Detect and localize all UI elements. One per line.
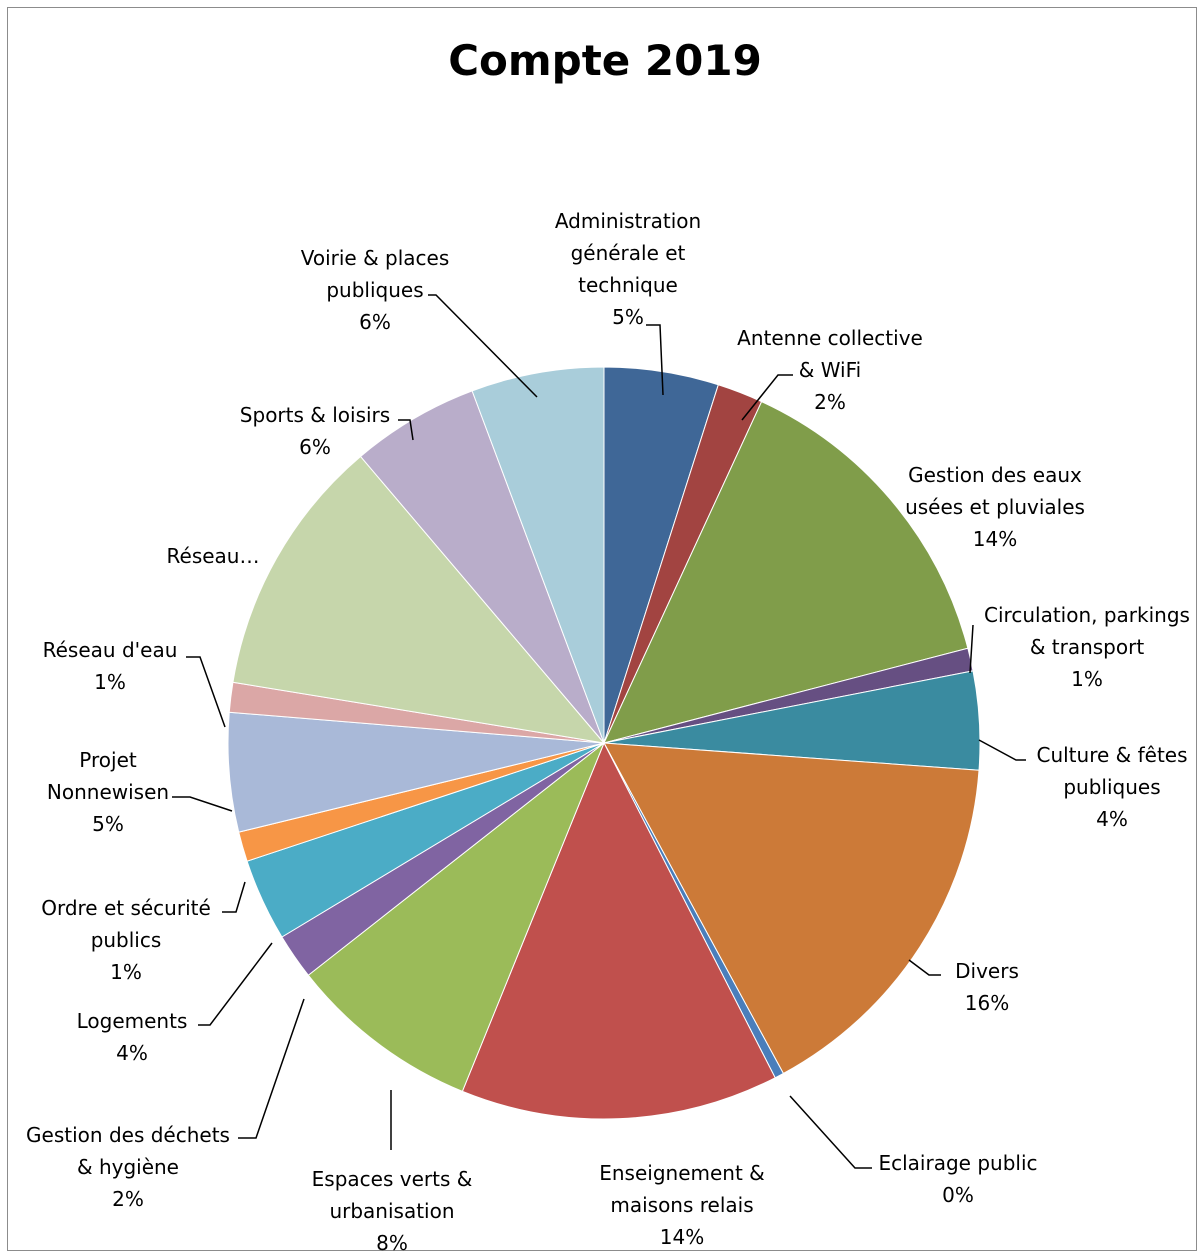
- slice-label: Ordre et sécurité publics 1%: [41, 896, 211, 984]
- slice-percent: 14%: [660, 1225, 704, 1249]
- chart-title: Compte 2019: [448, 36, 762, 85]
- slice-label: Divers 16%: [955, 959, 1019, 1015]
- slice-name: Divers: [955, 959, 1019, 983]
- slice-percent: 2%: [112, 1187, 144, 1211]
- slice-name: Réseau d'eau: [43, 638, 178, 662]
- slice-name: Antenne collective: [737, 326, 923, 350]
- leader-line: [198, 942, 273, 1026]
- slice-label: Réseau…: [167, 544, 260, 568]
- slice-name: publiques: [326, 278, 423, 302]
- slice-label: Voirie & places publiques 6%: [301, 246, 450, 334]
- slice-label: Eclairage public 0%: [878, 1151, 1037, 1207]
- slice-percent: 5%: [92, 812, 124, 836]
- slice-percent: 14%: [973, 527, 1017, 551]
- slice-percent: 6%: [299, 435, 331, 459]
- slice-name: générale et: [571, 241, 686, 265]
- slice-name: & hygiène: [77, 1155, 179, 1179]
- slice-name: publics: [91, 928, 162, 952]
- slice-name: Enseignement &: [599, 1161, 765, 1185]
- leader-line: [186, 656, 226, 728]
- slice-percent: 8%: [376, 1231, 408, 1254]
- leader-line: [908, 959, 941, 976]
- slice-label: Antenne collective & WiFi 2%: [737, 326, 923, 414]
- leader-line: [398, 419, 414, 441]
- slice-name: Ordre et sécurité: [41, 896, 211, 920]
- leader-line: [741, 374, 793, 421]
- pie-slice: [603, 400, 969, 744]
- leader-line: [222, 881, 246, 913]
- slice-name: Gestion des eaux: [908, 463, 1082, 487]
- leader-lines: [172, 294, 1026, 1169]
- slice-label: Espaces verts & urbanisation 8%: [312, 1167, 473, 1254]
- slice-name: Voirie & places: [301, 246, 450, 270]
- slice-label: Projet Nonnewisen 5%: [47, 748, 169, 836]
- slice-name: Eclairage public: [878, 1151, 1037, 1175]
- leader-line: [428, 294, 538, 398]
- slice-name: Culture & fêtes: [1036, 743, 1187, 767]
- slice-name: urbanisation: [329, 1199, 454, 1223]
- leader-line: [789, 1095, 872, 1169]
- slice-name: technique: [578, 273, 678, 297]
- slice-label: Gestion des déchets & hygiène 2%: [26, 1123, 230, 1211]
- slice-percent: 6%: [359, 310, 391, 334]
- slice-name: & WiFi: [799, 358, 861, 382]
- slice-label: Gestion des eaux usées et pluviales 14%: [905, 463, 1085, 551]
- slice-percent: 1%: [94, 670, 126, 694]
- pie-slice: [471, 366, 605, 744]
- slice-name: & transport: [1030, 635, 1145, 659]
- slice-label: Sports & loisirs 6%: [240, 403, 390, 459]
- slice-percent: 5%: [612, 305, 644, 329]
- leader-line: [172, 796, 233, 812]
- slice-name: Nonnewisen: [47, 780, 169, 804]
- slice-label: Culture & fêtes publiques 4%: [1036, 743, 1187, 831]
- slice-percent: 4%: [116, 1041, 148, 1065]
- leader-line: [646, 324, 664, 396]
- pie-slice: [603, 742, 980, 1075]
- slice-percent: 4%: [1096, 807, 1128, 831]
- pie-slice: [232, 455, 606, 744]
- slice-name: Gestion des déchets: [26, 1123, 230, 1147]
- slice-percent: 2%: [814, 390, 846, 414]
- slice-label: Enseignement & maisons relais 14%: [599, 1161, 765, 1249]
- slice-name: maisons relais: [610, 1193, 753, 1217]
- pie-slice: [307, 741, 606, 1092]
- slice-label: Circulation, parkings & transport 1%: [984, 603, 1190, 691]
- slice-name: Administration: [555, 209, 701, 233]
- slice-name: Logements: [77, 1009, 188, 1033]
- pie-slices: [227, 366, 981, 1120]
- slice-name: usées et pluviales: [905, 495, 1085, 519]
- leader-line: [969, 624, 974, 674]
- leader-line: [238, 998, 305, 1139]
- pie-slice: [461, 741, 776, 1120]
- slice-name: Espaces verts &: [312, 1167, 473, 1191]
- pie-slice: [359, 390, 605, 744]
- slice-label: Réseau d'eau 1%: [43, 638, 178, 694]
- data-labels: Administration générale et technique 5% Ante…: [26, 209, 1190, 1254]
- leader-line: [978, 739, 1026, 761]
- slice-label: Administration générale et technique 5%: [555, 209, 701, 329]
- slice-percent: 16%: [965, 991, 1009, 1015]
- slice-name: Projet: [79, 748, 137, 772]
- slice-name: Réseau…: [167, 544, 260, 568]
- slice-name: Sports & loisirs: [240, 403, 390, 427]
- slice-label: Logements 4%: [77, 1009, 188, 1065]
- slice-percent: 1%: [110, 960, 142, 984]
- slice-percent: 0%: [942, 1183, 974, 1207]
- slice-name: publiques: [1063, 775, 1160, 799]
- slice-name: Circulation, parkings: [984, 603, 1190, 627]
- slice-percent: 1%: [1071, 667, 1103, 691]
